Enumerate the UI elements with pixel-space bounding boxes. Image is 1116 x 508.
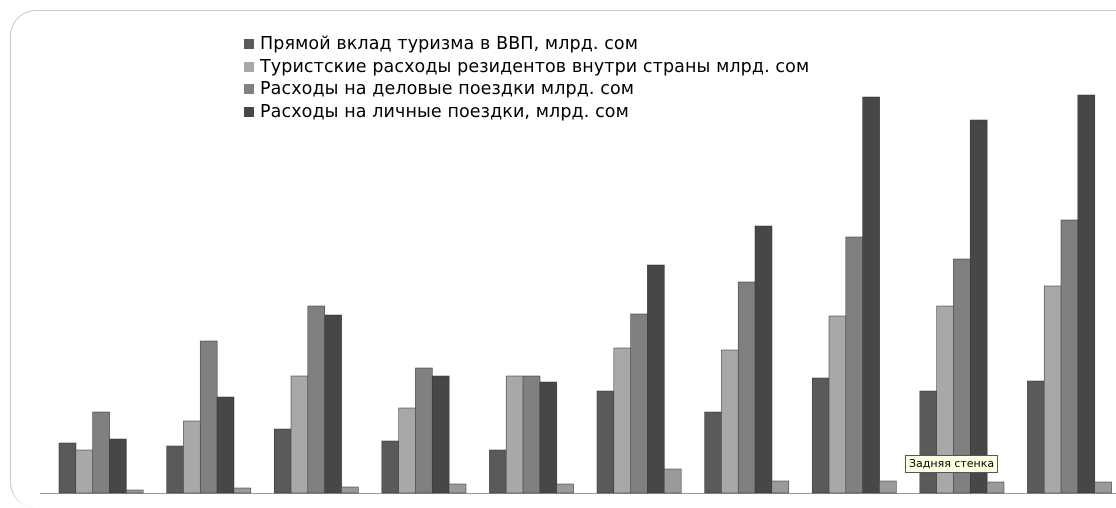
bar-series-3-group-5[interactable] bbox=[522, 375, 541, 494]
bar-series-5-group-2[interactable] bbox=[233, 487, 252, 494]
legend-item-4: Расходы на личные поездки, млрд. сом bbox=[244, 101, 809, 124]
bar-series-5-group-6[interactable] bbox=[663, 468, 682, 494]
bar-series-5-group-9[interactable] bbox=[986, 481, 1005, 494]
legend-item-1: Прямой вклад туризма в ВВП, млрд. сом bbox=[244, 33, 809, 56]
bar-series-1-group-3[interactable] bbox=[273, 428, 292, 494]
legend-swatch bbox=[244, 106, 254, 117]
bar-series-5-group-4[interactable] bbox=[448, 483, 467, 494]
bar-series-4-group-6[interactable] bbox=[647, 264, 665, 494]
legend-label: Прямой вклад туризма в ВВП, млрд. сом bbox=[260, 34, 639, 54]
bar-series-1-group-6[interactable] bbox=[596, 390, 615, 494]
legend-swatch bbox=[244, 61, 254, 72]
bar-series-2-group-1[interactable] bbox=[75, 449, 94, 494]
bar-series-2-group-8[interactable] bbox=[828, 315, 847, 494]
bar-series-3-group-1[interactable] bbox=[92, 411, 110, 494]
bar-series-3-group-2[interactable] bbox=[199, 340, 218, 494]
bar-series-3-group-8[interactable] bbox=[845, 236, 864, 494]
bar-series-5-group-1[interactable] bbox=[125, 489, 144, 494]
legend-swatch bbox=[244, 84, 254, 95]
tooltip: Задняя стенка bbox=[905, 455, 999, 473]
bar-series-1-group-4[interactable] bbox=[381, 440, 400, 494]
legend: Прямой вклад туризма в ВВП, млрд. сом Тур… bbox=[244, 33, 809, 123]
legend-label: Туристские расходы резидентов внутри стр… bbox=[260, 56, 810, 77]
bar-series-1-group-7[interactable] bbox=[704, 411, 722, 494]
bar-series-4-group-4[interactable] bbox=[431, 375, 450, 494]
bar-series-3-group-10[interactable] bbox=[1060, 219, 1079, 494]
bar-series-4-group-10[interactable] bbox=[1077, 94, 1096, 494]
bar-series-4-group-5[interactable] bbox=[539, 381, 558, 494]
bar-series-2-group-4[interactable] bbox=[398, 407, 416, 494]
bar-series-1-group-10[interactable] bbox=[1027, 380, 1045, 494]
bar-series-4-group-2[interactable] bbox=[216, 396, 235, 494]
legend-label: Расходы на личные поездки, млрд. сом bbox=[260, 101, 629, 122]
chart-frame bbox=[10, 10, 1116, 508]
bar-series-1-group-5[interactable] bbox=[489, 449, 507, 494]
legend-item-2: Туристские расходы резидентов внутри стр… bbox=[244, 56, 809, 79]
bar-series-5-group-3[interactable] bbox=[341, 486, 359, 494]
bar-series-4-group-3[interactable] bbox=[324, 314, 342, 494]
bar-series-1-group-1[interactable] bbox=[58, 442, 77, 494]
bar-series-2-group-6[interactable] bbox=[613, 347, 632, 494]
bar-series-2-group-5[interactable] bbox=[505, 375, 524, 494]
bar-series-3-group-4[interactable] bbox=[415, 367, 433, 494]
bar-series-2-group-3[interactable] bbox=[290, 375, 309, 494]
bar-series-3-group-7[interactable] bbox=[737, 281, 756, 494]
bar-series-3-group-6[interactable] bbox=[630, 313, 648, 494]
legend-item-3: Расходы на деловые поездки млрд. сом bbox=[244, 78, 809, 101]
bar-series-2-group-7[interactable] bbox=[721, 349, 739, 494]
bar-series-4-group-8[interactable] bbox=[862, 96, 880, 494]
bar-series-5-group-7[interactable] bbox=[771, 480, 790, 494]
bar-series-4-group-9[interactable] bbox=[969, 119, 988, 494]
bar-series-1-group-9[interactable] bbox=[919, 390, 938, 494]
bar-series-5-group-5[interactable] bbox=[556, 483, 574, 494]
bar-series-2-group-2[interactable] bbox=[183, 420, 201, 494]
bar-series-5-group-8[interactable] bbox=[879, 480, 897, 494]
bar-series-4-group-1[interactable] bbox=[109, 438, 127, 494]
legend-label: Расходы на деловые поездки млрд. сом bbox=[260, 79, 635, 99]
bar-series-1-group-8[interactable] bbox=[811, 377, 830, 494]
bar-series-4-group-7[interactable] bbox=[754, 225, 773, 494]
bar-series-2-group-10[interactable] bbox=[1043, 285, 1062, 494]
legend-swatch bbox=[244, 39, 254, 50]
bar-series-1-group-2[interactable] bbox=[166, 445, 184, 494]
bar-series-3-group-3[interactable] bbox=[307, 305, 326, 494]
bar-series-5-group-10[interactable] bbox=[1094, 481, 1112, 494]
